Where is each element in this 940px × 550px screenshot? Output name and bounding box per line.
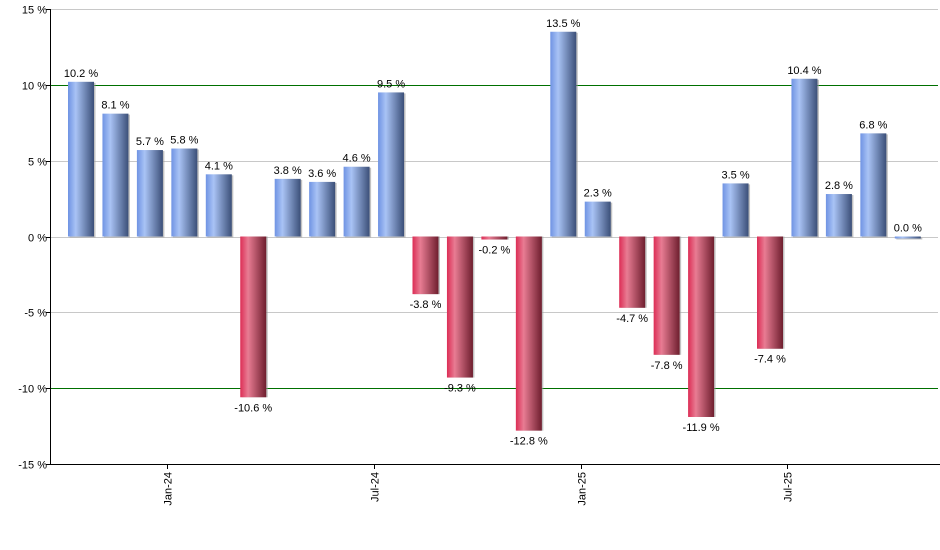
y-tick-label: -5 % xyxy=(24,308,47,320)
positive-bar xyxy=(102,113,129,237)
positive-bar xyxy=(343,166,370,237)
negative-bar xyxy=(446,236,473,378)
negative-bar xyxy=(619,236,646,308)
positive-bar xyxy=(550,31,577,237)
negative-bar xyxy=(757,236,783,349)
x-tick-label: Jan-25 xyxy=(577,472,589,506)
bar-value-label: -4.7 % xyxy=(616,313,648,325)
bar-value-label: 3.5 % xyxy=(721,169,749,181)
negative-bar xyxy=(653,236,680,355)
bar-value-label: 6.8 % xyxy=(859,119,887,131)
positive-bar xyxy=(722,183,749,237)
x-tick-label: Jul-25 xyxy=(783,472,795,502)
bar-value-label: 5.7 % xyxy=(136,136,164,148)
data-labels: 10.2 % 8.1 % 5.7 % 5.8 % 4.1 % -10.6 % 3.8 % 3.… xyxy=(64,18,922,448)
bar-value-label: 10.2 % xyxy=(64,68,98,80)
bar-value-label: -7.4 % xyxy=(754,354,786,366)
positive-bar xyxy=(378,92,405,237)
positive-bar xyxy=(825,194,852,237)
positive-bar xyxy=(136,150,163,237)
bar-value-label: -7.8 % xyxy=(651,360,683,372)
bar-value-label: 4.6 % xyxy=(343,153,371,165)
bar-value-label: 3.8 % xyxy=(274,165,302,177)
y-tick-label: 0 % xyxy=(28,233,47,245)
bar-value-label: -11.9 % xyxy=(683,422,720,434)
positive-bar xyxy=(860,133,887,237)
bar-value-label: -3.8 % xyxy=(410,299,442,311)
positive-bar xyxy=(584,201,611,237)
negative-bar xyxy=(515,236,542,431)
bar-value-label: 5.8 % xyxy=(170,135,198,147)
bar-value-label: 13.5 % xyxy=(546,18,580,30)
x-tick-label: Jan-24 xyxy=(163,472,175,506)
bar-value-label: 0.0 % xyxy=(894,223,922,235)
bar-value-label: 4.1 % xyxy=(205,160,233,172)
bar-value-label: 3.6 % xyxy=(308,168,336,180)
positive-bar xyxy=(894,236,921,239)
bar-value-label: -9.3 % xyxy=(444,383,476,395)
bar-value-label: 9.5 % xyxy=(377,78,405,90)
bar-value-label: -10.6 % xyxy=(234,402,272,414)
bar-value-label: 2.3 % xyxy=(584,188,612,200)
negative-bar xyxy=(688,236,715,417)
positive-bar xyxy=(68,81,94,237)
positive-bar xyxy=(791,78,818,237)
bar-value-label: 8.1 % xyxy=(101,100,129,112)
positive-bar xyxy=(309,181,336,237)
y-tick-label: 10 % xyxy=(22,81,47,93)
positive-bar xyxy=(205,174,232,237)
bar-value-label: -12.8 % xyxy=(510,436,548,448)
positive-bar xyxy=(274,178,301,237)
negative-bar xyxy=(481,236,508,240)
y-tick-label: -15 % xyxy=(18,460,47,472)
y-tick-label: 5 % xyxy=(28,157,47,169)
positive-bar xyxy=(171,148,198,237)
bar-value-label: 2.8 % xyxy=(825,180,853,192)
x-tick-label: Jul-24 xyxy=(370,472,382,502)
negative-bar xyxy=(412,236,439,295)
bar-value-label: -0.2 % xyxy=(479,245,511,257)
y-tick-label: 15 % xyxy=(22,5,47,17)
bar-value-label: 10.4 % xyxy=(787,65,821,77)
y-tick-label: -10 % xyxy=(18,384,47,396)
bars xyxy=(68,31,923,431)
negative-bar xyxy=(240,236,267,398)
axes: 15 % 10 % 5 % 0 % -5 % -10 % -15 % Jan-24 Jul-24… xyxy=(18,5,940,506)
